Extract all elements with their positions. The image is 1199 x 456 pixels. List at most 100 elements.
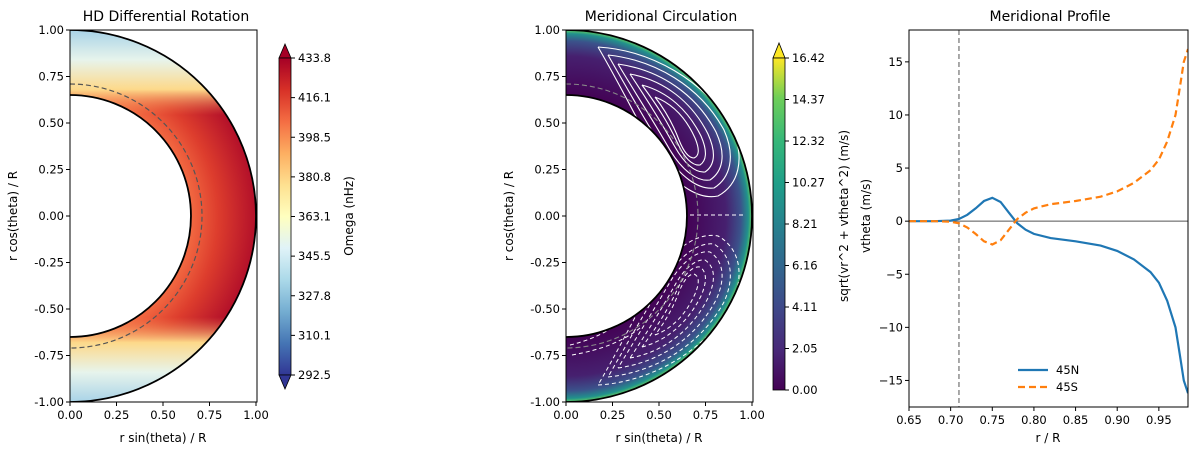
velocity-magnitude-shell [566,30,752,402]
outer-boundary [566,30,753,402]
x-tick-label: 0.90 [1104,413,1130,427]
colorbar-tick-label: 327.8 [298,289,331,303]
legend-label-45N: 45N [1056,363,1079,377]
inner-boundary [70,94,192,338]
y-tick-label: −15 [879,373,903,387]
y-tick-label: 0.00 [534,209,560,223]
y-tick-label: -0.25 [530,256,560,270]
streamline [654,273,699,336]
colorbar1-ticks: 433.8 416.1 398.5 380.8 363.1 345.5 327.8 310.1… [291,51,331,382]
inner-boundary [566,94,688,338]
colorbar-tick-label: 416.1 [298,91,331,105]
colorbar-tick-label: 2.05 [792,342,818,356]
y-tick-label: 0.50 [534,116,560,130]
streamline [569,315,629,346]
x-tick-label: 0.00 [57,408,83,422]
colorbar2-ticks: 16.42 14.37 12.32 10.27 8.21 6.16 4.11 2.05 0.00 [785,51,825,397]
colorbar-tick-label: 8.21 [792,217,818,231]
outer-boundary [70,30,257,402]
colorbar-tick-label: 14.37 [792,93,825,107]
y-tick-label: 0.50 [38,116,64,130]
panel3-frame [908,29,1189,408]
panel3-ylabel: vtheta (m/s) [859,179,873,253]
panel1-xlabel: r sin(theta) / R [119,431,206,445]
x-tick-label: 0.50 [646,408,672,422]
y-tick-label: 5 [896,161,903,175]
series-line-45N [909,196,1188,394]
y-tick-label: 1.00 [38,23,64,37]
panel2-ylabel: r cos(theta) / R [502,171,516,261]
streamline [617,251,723,369]
streamline [607,243,731,378]
colorbar-tick-label: 10.27 [792,176,825,190]
y-tick-label: 15 [888,55,903,69]
y-tick-label: 0.75 [534,70,560,84]
streamline [607,54,731,189]
x-tick-label: 1.00 [739,408,765,422]
series-line-45S [909,48,1188,246]
panel2-y-axis: 1.00 0.75 0.50 0.25 0.00 -0.25 -0.50 -0.75 -1.00 [530,23,566,409]
colorbar-tick-label: 345.5 [298,249,331,263]
x-tick-label: 0.50 [150,408,176,422]
streamline [597,234,740,386]
zero-streamline-north [619,125,681,207]
x-tick-label: 0.75 [979,413,1005,427]
x-tick-label: 0.75 [197,408,223,422]
streamline [629,259,714,359]
colorbar-tick-label: 0.00 [792,383,818,397]
colorbar-tick-label: 12.32 [792,134,825,148]
y-tick-label: 10 [888,108,903,122]
colorbar-tick-label: 433.8 [298,51,331,65]
panel1-ylabel: r cos(theta) / R [6,171,20,261]
colorbar-tick-label: 363.1 [298,210,331,224]
x-tick-label: 0.65 [896,413,922,427]
y-tick-label: 1.00 [534,23,560,37]
colorbar-tick-label: 380.8 [298,170,331,184]
streamline [629,73,714,173]
omega-south-polar-region [70,30,256,402]
y-tick-label: 0.25 [38,163,64,177]
panel1-title: HD Differential Rotation [83,9,249,25]
panel2-x-axis: 0.00 0.25 0.50 0.75 1.00 [553,402,765,422]
panel2-xlabel: r sin(theta) / R [615,431,702,445]
panel2-title: Meridional Circulation [585,9,737,25]
x-tick-label: 0.75 [693,408,719,422]
colorbar-tick-label: 16.42 [792,51,825,65]
colorbar-tick-label: 398.5 [298,130,331,144]
x-tick-label: 0.25 [104,408,130,422]
x-tick-label: 0.25 [600,408,626,422]
streamline [641,84,706,166]
x-tick-label: 0.85 [1063,413,1089,427]
y-tick-label: 0.25 [534,163,560,177]
panel1-y-axis: 1.00 0.75 0.50 0.25 0.00 -0.25 -0.50 -0.75 -1.00 [34,23,70,409]
colorbar-tick-label: 4.11 [792,300,818,314]
colorbar-tick-label: 6.16 [792,259,818,273]
panel3-title: Meridional Profile [989,9,1110,25]
y-tick-label: -0.75 [530,349,560,363]
legend-label-45S: 45S [1056,380,1078,394]
y-tick-label: −5 [886,267,903,281]
streamline [617,63,723,181]
colorbar1-bar [278,57,292,376]
colorbar1-label: Omega (nHz) [342,176,356,256]
x-tick-label: 1.00 [243,408,269,422]
streamline [654,96,699,159]
x-tick-label: 0.80 [1021,413,1047,427]
y-tick-label: -0.50 [34,302,64,316]
y-tick-label: 0.00 [38,209,64,223]
y-tick-label: -0.25 [34,256,64,270]
y-tick-label: -0.50 [530,302,560,316]
streamline [597,46,740,198]
panel3-x-axis: 0.65 0.70 0.75 0.80 0.85 0.90 0.95 [896,407,1172,427]
colorbar2-top-arrow [772,41,786,59]
meridional-circulation-panel: Meridional Circulation [502,9,851,445]
colorbar1-bottom-arrow [278,374,292,391]
colorbar-tick-label: 310.1 [298,328,331,342]
y-tick-label: −10 [879,320,903,334]
panel3-y-axis: 15 10 5 0 −5 −10 −15 [879,55,909,387]
y-tick-label: -1.00 [530,395,560,409]
north-cell-streamlines [597,46,740,198]
colorbar1-top-arrow [278,42,292,59]
